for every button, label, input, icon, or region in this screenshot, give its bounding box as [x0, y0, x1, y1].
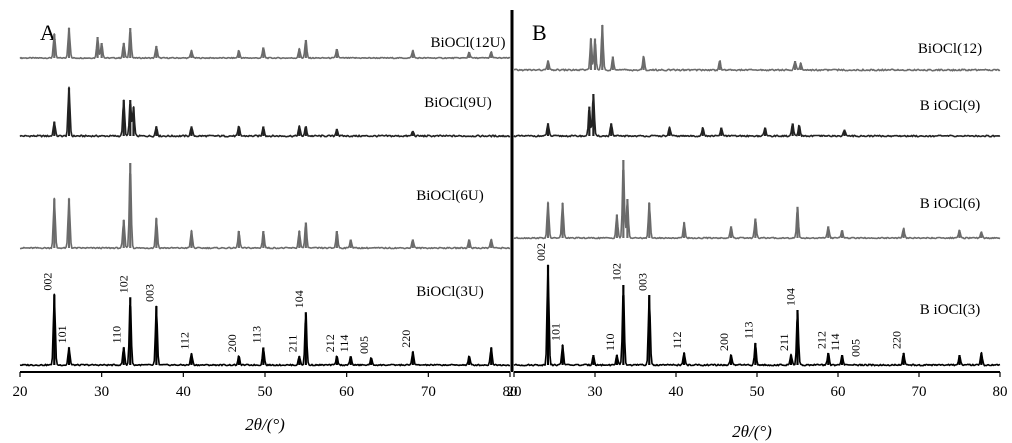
series-label: BiOCl(3U) [416, 284, 484, 300]
series-trace [19, 86, 511, 138]
series-label: BiOCl(12U) [431, 35, 506, 51]
x-axis-title: 2θ/(°) [732, 422, 772, 441]
x-tick-label: 60 [339, 384, 354, 400]
series-trace [513, 169, 1001, 240]
x-tick-label: 50 [258, 384, 273, 400]
peak-label: 003 [142, 284, 156, 302]
peak-label: 104 [784, 288, 798, 306]
peak-label: 211 [285, 335, 299, 353]
panel-b: B BiOCl(12) B iOCl(9) B iOCl(6) B iOCl(3) 002… [507, 20, 1008, 441]
series-label: BiOCl(6U) [416, 188, 484, 204]
panel-label: B [532, 20, 547, 45]
peak-label: 002 [534, 243, 548, 261]
panel-label: A [40, 20, 56, 45]
series-trace [19, 172, 511, 250]
peak-label: 002 [40, 273, 54, 291]
x-tick-label: 70 [421, 384, 436, 400]
x-tick-label: 30 [588, 384, 603, 400]
peak-label: 212 [323, 334, 337, 352]
peak-label: 101 [549, 323, 563, 341]
series-trace [19, 293, 511, 367]
x-tick-label: 80 [993, 384, 1008, 400]
panel-a: A BiOCl(12U) BiOCl(9U) BiOCl(6U) BiOCl(3U) 00… [13, 20, 518, 434]
x-tick-label: 30 [94, 384, 109, 400]
peak-label: 211 [777, 333, 791, 351]
x-tick-label: 80 [503, 384, 518, 400]
x-tick-label: 40 [176, 384, 191, 400]
series-label: B iOCl(3) [920, 302, 980, 318]
x-tick-label: 70 [912, 384, 927, 400]
peak-label: 102 [609, 263, 623, 281]
peak-label: 113 [741, 321, 755, 339]
x-tick-label: 60 [831, 384, 846, 400]
x-tick-label: 20 [13, 384, 28, 400]
peak-label: 005 [848, 339, 862, 357]
series-trace [513, 264, 1001, 367]
peak-label: 104 [292, 290, 306, 308]
peak-label: 212 [814, 331, 828, 349]
peak-label: 220 [399, 330, 413, 348]
peak-label: 102 [116, 275, 130, 293]
series-label: BiOCl(9U) [424, 95, 492, 111]
peak-label: 114 [828, 333, 842, 351]
peak-label: 112 [178, 332, 192, 350]
peak-label: 200 [717, 333, 731, 351]
peak-label: 110 [110, 326, 124, 344]
series-label: BiOCl(12) [918, 41, 982, 57]
peak-label: 112 [670, 331, 684, 349]
peak-label: 220 [890, 331, 904, 349]
x-tick-label: 40 [669, 384, 684, 400]
peak-label: 110 [603, 333, 617, 351]
peak-label: 003 [635, 273, 649, 291]
peak-label: 200 [225, 334, 239, 352]
peak-label: 005 [357, 336, 371, 354]
peak-label: 101 [55, 325, 69, 343]
series-trace [513, 96, 1001, 138]
x-axis-title: 2θ/(°) [245, 415, 285, 434]
x-tick-label: 20 [507, 384, 522, 400]
series-label: B iOCl(9) [920, 98, 980, 114]
series-label: B iOCl(6) [920, 196, 980, 212]
peak-label: 114 [337, 335, 351, 353]
x-tick-label: 50 [750, 384, 765, 400]
peak-label: 113 [249, 326, 263, 344]
